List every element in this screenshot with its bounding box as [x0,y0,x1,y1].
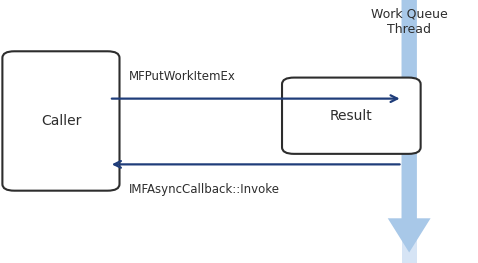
Text: IMFAsyncCallback::Invoke: IMFAsyncCallback::Invoke [129,183,280,196]
Text: Work Queue
Thread: Work Queue Thread [371,8,447,36]
Polygon shape [388,0,431,252]
FancyBboxPatch shape [282,78,421,154]
FancyBboxPatch shape [402,0,417,263]
Text: MFPutWorkItemEx: MFPutWorkItemEx [129,70,236,83]
FancyBboxPatch shape [2,51,120,191]
Text: Result: Result [330,109,373,123]
Text: Caller: Caller [41,114,81,128]
